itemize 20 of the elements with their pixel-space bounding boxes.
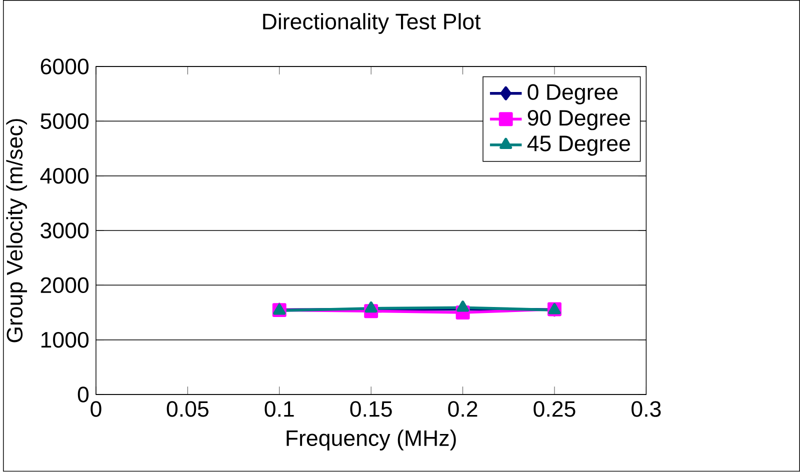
y-axis-title: Group Velocity (m/sec) [6, 119, 28, 342]
y-tick-label: 4000 [40, 168, 89, 184]
legend-label: 90 Degree [528, 110, 630, 130]
x-tick-label: 0 [90, 401, 102, 418]
y-tick-label: 1000 [41, 332, 89, 348]
y-tick-label: 3000 [40, 222, 89, 239]
chart-title: Directionality Test Plot [263, 13, 481, 34]
x-tick-label: 0.3 [632, 401, 661, 418]
x-tick-label: 0.25 [534, 401, 576, 418]
y-tick-label: 0 [78, 386, 89, 403]
legend-label: 0 Degree [528, 84, 618, 105]
x-tick-label: 0.2 [448, 401, 478, 418]
x-tick-label: 0.1 [264, 401, 294, 418]
x-tick-label: 0.15 [350, 401, 392, 418]
y-tick-label: 5000 [40, 113, 89, 130]
x-axis-title: Frequency (MHz) [286, 430, 456, 451]
x-tick-label: 0.05 [166, 401, 208, 418]
legend-label: 45 Degree [527, 136, 630, 156]
y-tick-label: 6000 [40, 58, 89, 75]
y-tick-label: 2000 [40, 277, 89, 294]
